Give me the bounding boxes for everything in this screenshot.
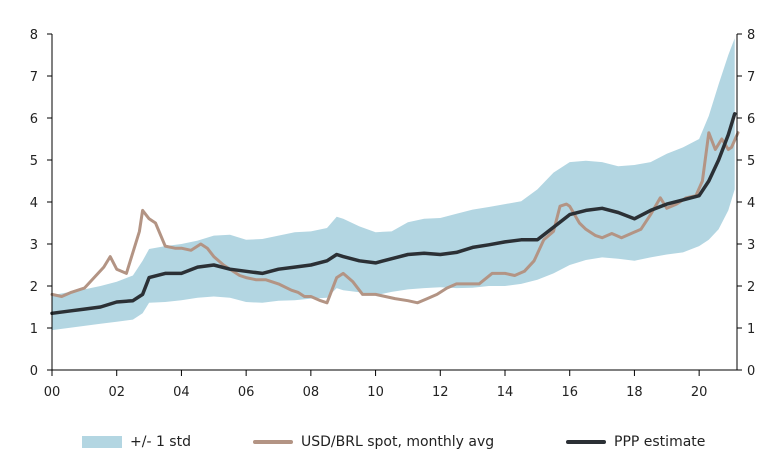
- x-tick-label: 16: [561, 385, 578, 400]
- x-tick-label: 02: [108, 385, 125, 400]
- legend: +/- 1 std USD/BRL spot, monthly avg PPP …: [0, 430, 767, 460]
- x-tick-label: 10: [367, 385, 384, 400]
- x-tick-label: 18: [626, 385, 643, 400]
- y-tick-label-left: 1: [30, 322, 38, 337]
- y-tick-label-right: 1: [747, 322, 755, 337]
- legend-swatch-spot: [253, 440, 293, 444]
- y-tick-label-left: 4: [30, 196, 38, 211]
- x-tick-label: 00: [44, 385, 61, 400]
- y-tick-label-right: 0: [747, 364, 755, 379]
- std-band: [52, 38, 735, 331]
- y-tick-label-left: 0: [30, 364, 38, 379]
- legend-label-band: +/- 1 std: [130, 434, 191, 450]
- band-layer: [52, 38, 735, 331]
- x-tick-label: 14: [497, 385, 514, 400]
- legend-swatch-band: [82, 436, 122, 448]
- y-tick-label-right: 5: [747, 154, 755, 169]
- ppp-estimate-line: [50, 112, 737, 316]
- legend-item-band: +/- 1 std: [82, 434, 191, 450]
- legend-label-ppp: PPP estimate: [614, 434, 706, 450]
- y-tick-label-left: 5: [30, 154, 38, 169]
- y-tick-label-left: 3: [30, 238, 38, 253]
- y-tick-label-left: 2: [30, 280, 38, 295]
- x-tick-label: 08: [303, 385, 320, 400]
- y-tick-label-right: 8: [747, 28, 755, 43]
- chart: 0 01 12 23 34 45 56 67 78 800 02 04 06 08 10 12 14 16 18 20: [30, 28, 756, 400]
- legend-item-spot: USD/BRL spot, monthly avg: [253, 434, 494, 450]
- y-tick-label-right: 4: [747, 196, 755, 211]
- usdbrl-spot-line: [50, 131, 740, 305]
- tick-layer: 0 01 12 23 34 45 56 67 78 800 02 04 06 08 10 12 14 16 18 20: [30, 28, 756, 400]
- y-tick-label-right: 6: [747, 112, 755, 127]
- y-tick-label-left: 7: [30, 70, 38, 85]
- legend-label-spot: USD/BRL spot, monthly avg: [301, 434, 495, 450]
- legend-item-ppp: PPP estimate: [566, 434, 705, 450]
- lines-layer: [50, 112, 740, 316]
- x-tick-label: 04: [173, 385, 190, 400]
- legend-swatch-ppp: [566, 440, 606, 444]
- y-tick-label-left: 8: [30, 28, 38, 43]
- y-tick-label-right: 2: [747, 280, 755, 295]
- x-tick-label: 06: [238, 385, 255, 400]
- y-tick-label-right: 7: [747, 70, 755, 85]
- y-tick-label-left: 6: [30, 112, 38, 127]
- x-tick-label: 12: [432, 385, 449, 400]
- y-tick-label-right: 3: [747, 238, 755, 253]
- x-tick-label: 20: [691, 385, 708, 400]
